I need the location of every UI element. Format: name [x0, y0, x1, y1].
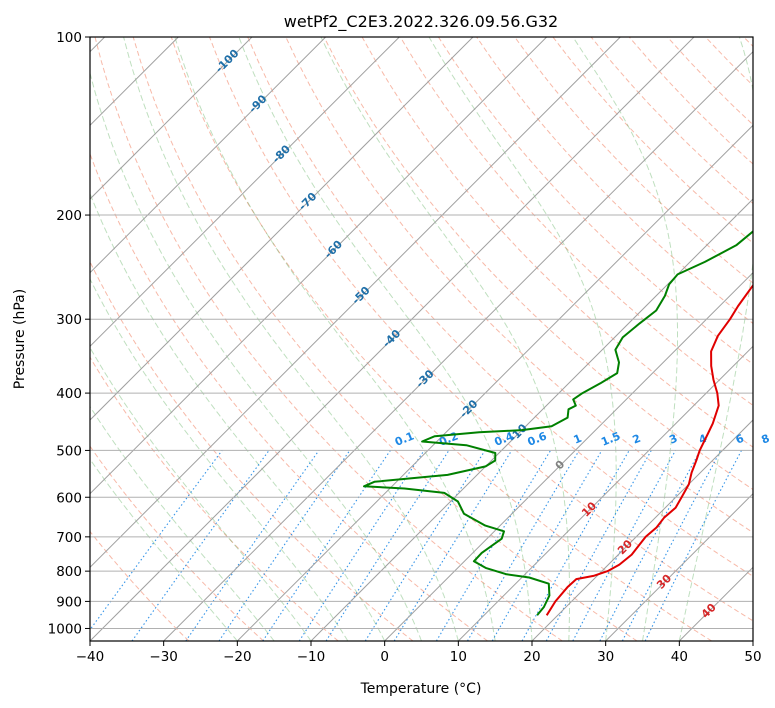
y-tick-label: 500 — [56, 443, 82, 459]
mixing-ratio-label: 8 — [760, 432, 772, 447]
mixing-ratio-line — [298, 450, 425, 641]
moist-adiabat — [428, 37, 617, 641]
plot-background — [90, 37, 753, 641]
mixing-ratio-label: 3 — [667, 432, 679, 447]
mixing-ratio-line — [621, 450, 722, 641]
dry-adiabat — [323, 37, 753, 491]
y-tick-label: 700 — [56, 530, 82, 546]
moist-adiabat — [320, 37, 570, 641]
mixing-ratio-line — [393, 450, 513, 641]
isotherm-line — [90, 37, 327, 274]
x-tick-label: 30 — [597, 649, 614, 665]
isotherm-line — [457, 345, 753, 641]
x-tick-label: 40 — [671, 649, 688, 665]
isotherm-line — [384, 271, 753, 641]
moist-adiabat — [90, 277, 349, 641]
isotherm-line — [605, 492, 753, 641]
background-lines — [90, 37, 753, 641]
moist-adiabat — [90, 458, 238, 641]
mixing-ratio-label: 1 — [572, 432, 584, 447]
x-tick-label: −40 — [76, 649, 105, 665]
y-tick-label: 300 — [56, 312, 82, 328]
temperature-profile — [545, 283, 753, 616]
dry-adiabat — [90, 445, 264, 641]
plot-frame — [89, 36, 754, 642]
isotherm-line — [236, 124, 753, 641]
mixing-ratio-label: 2 — [631, 432, 643, 447]
chart-title: wetPf2_C2E3.2022.326.09.56.G32 — [284, 12, 558, 32]
isotherm-line — [90, 37, 474, 421]
isotherm-line — [90, 37, 253, 200]
dewpoint-profile — [363, 230, 753, 616]
mixing-ratio-line — [545, 450, 652, 641]
x-tick-label: −10 — [297, 649, 326, 665]
isotherm-line — [90, 37, 621, 569]
y-tick-label: 900 — [56, 594, 82, 610]
isotherm-line — [90, 37, 695, 641]
dry-adiabat — [399, 37, 753, 407]
moist-adiabat — [123, 37, 459, 641]
x-tick-label: 20 — [523, 649, 540, 665]
y-axis-title: Pressure (hPa) — [12, 289, 28, 389]
dry-adiabat — [209, 37, 753, 622]
x-tick-label: 0 — [380, 649, 389, 665]
mixing-ratio-line — [521, 450, 630, 641]
dry-adiabat — [247, 37, 753, 577]
mixing-ratio-line — [185, 450, 320, 641]
dry-adiabat — [94, 37, 563, 641]
moist-adiabat — [678, 37, 753, 641]
mixing-ratio-line — [325, 450, 450, 641]
moist-adiabat — [238, 37, 533, 641]
isotherm-line — [310, 198, 753, 641]
mixing-ratio-line — [90, 450, 223, 631]
dry-adiabat — [437, 37, 753, 365]
dry-adiabat — [170, 37, 712, 641]
moist-adiabat — [90, 346, 312, 641]
x-tick-label: 50 — [744, 649, 761, 665]
isotherm-line — [531, 419, 753, 641]
x-axis-title: Temperature (°C) — [360, 681, 482, 697]
moist-adiabat — [572, 37, 678, 641]
x-tick-label: 10 — [450, 649, 467, 665]
x-tick-label: −30 — [149, 649, 178, 665]
moist-adiabat — [90, 192, 386, 641]
dry-adiabat — [90, 356, 339, 641]
moist-adiabat — [90, 71, 422, 641]
dry-adiabat — [90, 530, 190, 641]
isotherm-line — [752, 640, 753, 641]
moist-adiabat — [174, 37, 496, 641]
dry-adiabat — [90, 152, 488, 641]
profile-series — [363, 230, 753, 616]
moist-adiabat — [90, 405, 275, 641]
y-axis: 100 200 300 400 500 600 700 800 900 1000 — [48, 30, 90, 637]
y-tick-label: 400 — [56, 386, 82, 402]
x-axis: −40 −30 −20 −10 0 10 20 30 40 50 — [76, 641, 762, 665]
mixing-ratio-line — [644, 450, 742, 641]
y-tick-label: 100 — [56, 30, 82, 46]
mixing-ratio-line — [262, 450, 391, 641]
dry-adiabat — [132, 37, 638, 641]
mixing-ratio-line — [572, 450, 676, 641]
isotherm-line — [163, 50, 753, 641]
y-tick-label: 1000 — [48, 621, 82, 637]
y-tick-label: 800 — [56, 564, 82, 580]
y-tick-label: 200 — [56, 208, 82, 224]
isotherm-line — [90, 37, 548, 495]
mixing-ratio-line — [218, 450, 351, 641]
x-tick-label: −20 — [223, 649, 252, 665]
isotherm-line — [90, 37, 400, 348]
dry-adiabat — [514, 37, 753, 284]
y-tick-label: 600 — [56, 490, 82, 506]
